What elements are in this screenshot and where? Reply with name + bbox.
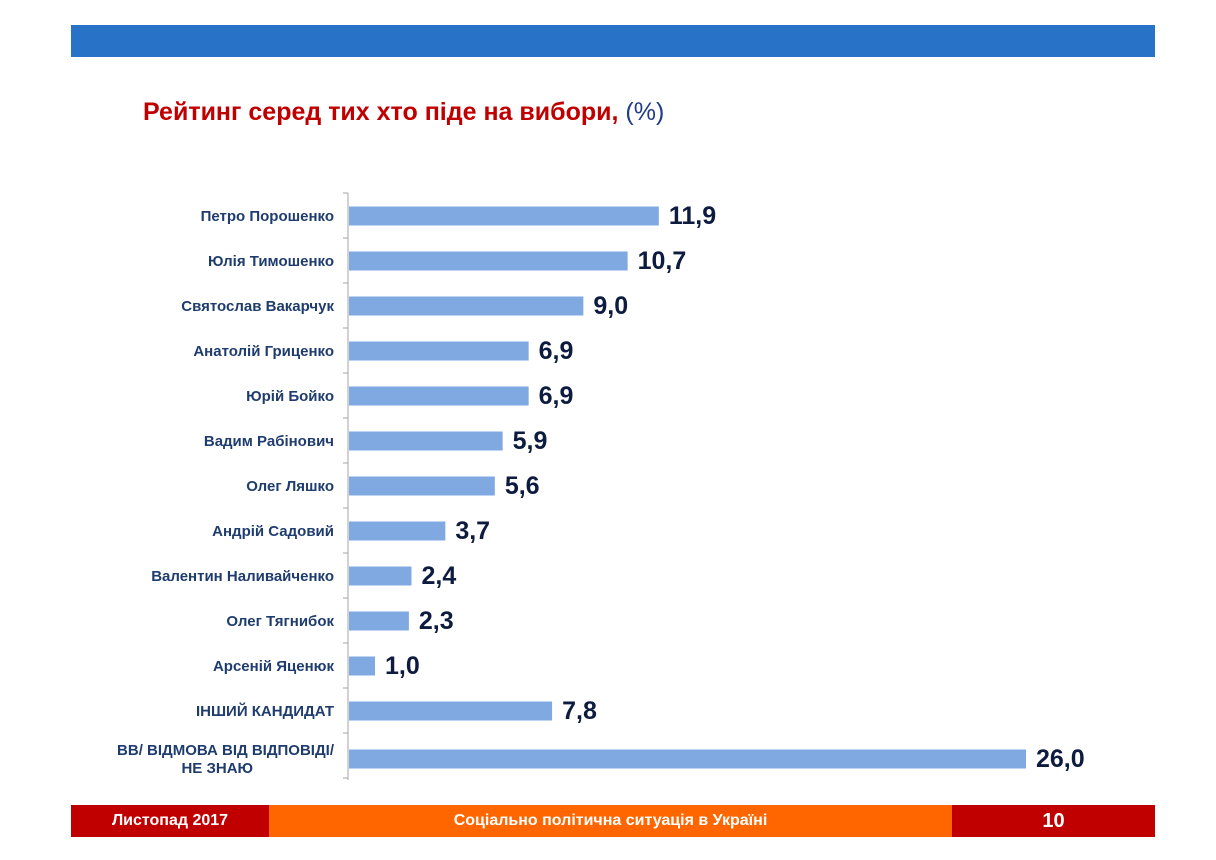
category-label: Олег Тягнибок <box>226 613 334 630</box>
value-label: 10,7 <box>638 247 687 275</box>
value-label: 26,0 <box>1036 745 1085 773</box>
category-label: Андрій Садовий <box>212 523 334 540</box>
chart-title: Рейтинг серед тих хто піде на вибори, (%… <box>143 98 664 127</box>
category-label: Олег Ляшко <box>246 478 334 495</box>
value-label: 5,6 <box>505 472 540 500</box>
category-label: ІНШИЙ КАНДИДАТ <box>196 702 334 720</box>
category-label-line: ВВ/ ВІДМОВА ВІД ВІДПОВІДІ/ <box>117 742 335 759</box>
value-label: 3,7 <box>455 517 490 545</box>
bar <box>349 251 628 271</box>
category-label: ВВ/ ВІДМОВА ВІД ВІДПОВІДІ/НЕ ЗНАЮ <box>117 742 335 777</box>
value-label: 2,3 <box>419 607 454 635</box>
value-label: 9,0 <box>593 292 628 320</box>
bar <box>349 566 412 586</box>
bar <box>349 656 376 676</box>
bar <box>349 611 409 631</box>
value-label: 2,4 <box>421 562 456 590</box>
bar <box>349 701 553 721</box>
bar <box>349 206 659 226</box>
category-label: Юлія Тимошенко <box>208 253 334 270</box>
header-bar <box>71 25 1155 57</box>
category-label: Святослав Вакарчук <box>181 298 334 315</box>
category-label: Вадим Рабінович <box>204 433 334 450</box>
bar-chart: 11,9 Петро Порошенко 10,7 Юлія Тимошенко 9,0… <box>117 192 1085 780</box>
category-label: Валентин Наливайченко <box>151 568 334 585</box>
bar <box>349 341 529 361</box>
category-label-line: НЕ ЗНАЮ <box>181 760 253 777</box>
chart-title-text: Рейтинг серед тих хто піде на вибори, <box>143 98 619 126</box>
footer-subtitle: Соціально політична ситуація в Україні <box>269 805 952 837</box>
chart-title-unit: (%) <box>625 98 665 126</box>
footer-page-number: 10 <box>952 805 1155 837</box>
bar <box>349 386 529 406</box>
value-label: 6,9 <box>539 382 574 410</box>
category-label: Юрій Бойко <box>246 388 334 405</box>
footer-date: Листопад 2017 <box>71 805 269 837</box>
value-label: 1,0 <box>385 652 420 680</box>
bar <box>349 476 495 496</box>
bar <box>349 749 1026 769</box>
value-label: 11,9 <box>669 202 716 230</box>
value-label: 6,9 <box>539 337 574 365</box>
bar <box>349 296 584 316</box>
value-label: 7,8 <box>562 697 597 725</box>
bar <box>349 521 446 541</box>
category-label: Арсеній Яценюк <box>213 658 335 675</box>
category-label: Анатолій Гриценко <box>193 343 334 360</box>
value-label: 5,9 <box>513 427 548 455</box>
category-label: Петро Порошенко <box>201 208 334 225</box>
bar <box>349 431 503 451</box>
